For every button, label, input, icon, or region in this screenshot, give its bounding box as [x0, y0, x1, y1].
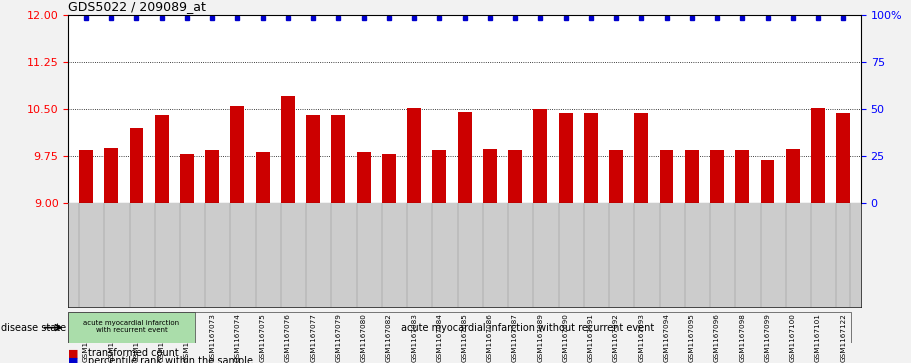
Bar	[155, 115, 169, 203]
Text: percentile rank within the sample: percentile rank within the sample	[88, 356, 253, 363]
Bar	[811, 108, 825, 203]
Bar	[609, 150, 623, 203]
Bar	[508, 150, 522, 203]
Bar	[129, 128, 143, 203]
Bar	[79, 150, 93, 203]
Bar	[634, 113, 649, 203]
Bar	[332, 115, 345, 203]
Bar	[786, 148, 800, 203]
Text: transformed count: transformed count	[88, 348, 179, 358]
Bar	[281, 96, 295, 203]
Bar	[104, 148, 118, 203]
Bar	[433, 150, 446, 203]
Bar	[68, 312, 195, 343]
Bar	[660, 150, 673, 203]
Bar	[534, 109, 548, 203]
Text: acute myocardial infarction
with recurrent event: acute myocardial infarction with recurre…	[84, 319, 179, 333]
Bar	[205, 150, 220, 203]
Bar	[382, 154, 395, 203]
Text: GDS5022 / 209089_at: GDS5022 / 209089_at	[68, 0, 206, 13]
Bar	[483, 149, 496, 203]
Bar	[306, 115, 320, 203]
Bar	[457, 112, 472, 203]
Text: disease state: disease state	[1, 323, 66, 333]
Bar	[584, 113, 598, 203]
Bar	[685, 150, 699, 203]
Bar	[230, 106, 244, 203]
Bar	[761, 160, 774, 203]
Bar	[180, 154, 194, 203]
Text: ■: ■	[68, 348, 79, 358]
Bar	[735, 150, 749, 203]
Bar	[256, 152, 270, 203]
Text: ■: ■	[68, 356, 79, 363]
Text: acute myocardial infarction without recurrent event: acute myocardial infarction without recu…	[401, 323, 654, 333]
Bar	[407, 108, 421, 203]
Bar	[836, 113, 850, 203]
Bar	[710, 150, 724, 203]
Bar	[357, 152, 371, 203]
Bar	[558, 113, 572, 203]
